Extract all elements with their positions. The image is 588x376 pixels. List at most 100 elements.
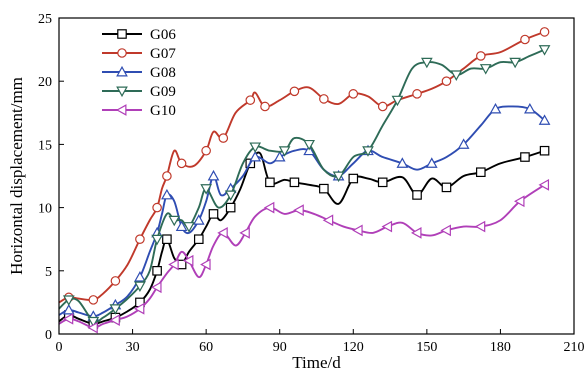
x-tick-label: 30 [126, 340, 140, 355]
x-tick-label: 180 [490, 340, 511, 355]
legend-item-g06: G06 [102, 27, 176, 43]
legend-marker [117, 48, 127, 58]
data-point [62, 295, 75, 306]
data-point [421, 57, 433, 69]
data-point [265, 177, 275, 188]
data-point [201, 145, 211, 156]
data-point [239, 227, 250, 239]
data-point [278, 146, 291, 157]
series-line-g09 [58, 48, 545, 324]
data-point [263, 201, 275, 214]
data-point [168, 215, 181, 227]
data-point [410, 227, 422, 239]
series-g08 [58, 102, 551, 321]
ticks: 0 30 60 90 120 150 180 210 0 5 10 15 20 25 [38, 12, 585, 355]
series-g10 [58, 179, 550, 334]
data-point [538, 179, 550, 191]
data-point [520, 34, 530, 45]
data-point [152, 266, 162, 276]
data-point [303, 139, 315, 151]
y-tick-label: 15 [38, 138, 52, 153]
x-tick-label: 120 [343, 340, 364, 355]
series-layer [58, 27, 551, 334]
y-tick-label: 10 [38, 202, 52, 217]
data-point [322, 214, 334, 227]
data-point [479, 64, 492, 75]
y-tick-label: 20 [38, 75, 52, 90]
data-point [162, 171, 172, 181]
data-point [217, 227, 228, 239]
axes [58, 17, 575, 335]
data-point [319, 94, 329, 104]
data-point [133, 302, 145, 315]
data-point [249, 142, 262, 153]
data-point [88, 295, 99, 305]
data-point [538, 114, 551, 125]
data-point [87, 316, 100, 328]
y-axis-title: Horizontal displacement/mm [7, 77, 26, 275]
x-tick-label: 0 [56, 340, 63, 355]
data-point [200, 184, 212, 195]
series-line-g06 [58, 149, 545, 325]
data-point [134, 271, 146, 282]
data-point [509, 57, 521, 69]
data-point [182, 254, 194, 267]
data-point [474, 220, 486, 233]
data-point [476, 167, 486, 178]
data-point [412, 89, 422, 99]
data-point [183, 222, 195, 233]
y-tick-label: 25 [38, 12, 52, 27]
data-point [348, 173, 359, 184]
data-point [273, 150, 286, 162]
data-point [440, 224, 451, 237]
data-point [175, 220, 188, 232]
data-point [319, 183, 329, 194]
legend-item-g09: G09 [102, 84, 176, 100]
data-point [381, 220, 393, 233]
data-point [161, 188, 173, 200]
data-point [520, 152, 530, 162]
data-point [293, 204, 304, 216]
data-point [425, 157, 438, 168]
data-point [412, 190, 422, 200]
data-point [176, 158, 187, 169]
data-point [168, 258, 179, 271]
x-tick-label: 150 [416, 340, 437, 355]
plot-frame [58, 17, 575, 335]
legend-marker [116, 65, 128, 77]
data-point [391, 95, 404, 107]
data-point [151, 234, 163, 246]
data-point [225, 202, 236, 213]
legend-label: G07 [150, 46, 176, 62]
legend-item-g10: G10 [102, 103, 176, 119]
data-point [62, 303, 75, 315]
legend-label: G09 [150, 84, 176, 100]
data-point [450, 70, 463, 81]
series-g09 [58, 45, 551, 328]
data-point [152, 202, 162, 213]
x-tick-label: 60 [199, 340, 213, 355]
data-point [289, 86, 300, 97]
data-point [135, 234, 145, 244]
data-point [489, 102, 502, 114]
legend-marker [117, 29, 127, 39]
data-point [352, 224, 363, 237]
data-point [110, 276, 121, 286]
data-point [200, 258, 211, 271]
data-point [457, 138, 470, 149]
data-point [192, 214, 205, 225]
data-point [208, 209, 219, 219]
data-point [348, 89, 359, 99]
data-point [441, 76, 452, 86]
data-point [162, 234, 172, 244]
legend-label: G10 [150, 103, 176, 119]
data-point [109, 304, 122, 315]
data-point [362, 146, 374, 157]
data-point [289, 177, 300, 188]
data-point [224, 190, 237, 202]
x-tick-label: 90 [273, 340, 287, 355]
y-tick-label: 5 [45, 265, 52, 280]
data-point [193, 234, 204, 244]
y-tick-label: 0 [45, 328, 52, 343]
data-point [134, 281, 146, 293]
